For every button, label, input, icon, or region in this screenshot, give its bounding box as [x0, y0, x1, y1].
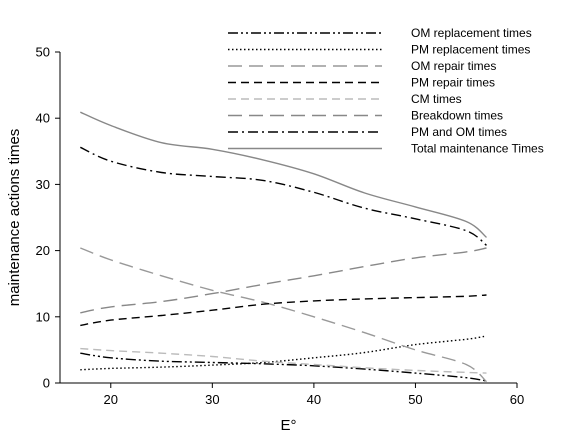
x-tick-label: 20	[104, 392, 118, 407]
legend: OM replacement times PM replacement times…	[228, 26, 544, 156]
x-ticks: 20 30 40 50 60	[104, 383, 524, 407]
y-tick-label: 40	[36, 111, 50, 126]
series-line-2	[80, 335, 487, 371]
series-line-7	[80, 146, 487, 246]
legend-label-5: CM times	[411, 92, 462, 106]
legend-label-7: PM and OM times	[411, 125, 507, 139]
series-line-5	[80, 347, 487, 374]
y-axis-title: maintenance actions times	[6, 129, 23, 307]
x-tick-label: 60	[510, 392, 524, 407]
series-line-6	[80, 247, 487, 314]
x-tick-label: 50	[408, 392, 422, 407]
y-tick-label: 0	[43, 376, 50, 391]
y-tick-label: 50	[36, 45, 50, 60]
legend-label-2: PM replacement times	[411, 43, 530, 57]
x-tick-label: 30	[205, 392, 219, 407]
series-line-1	[80, 352, 487, 382]
series-line-4	[80, 294, 487, 327]
legend-label-4: PM repair times	[411, 76, 495, 90]
y-tick-label: 10	[36, 309, 50, 324]
legend-label-8: Total maintenance Times	[411, 142, 544, 156]
x-axis-title: E°	[280, 417, 296, 434]
x-tick-label: 40	[307, 392, 321, 407]
series-lines	[80, 111, 487, 383]
legend-label-1: OM replacement times	[411, 26, 532, 40]
y-tick-label: 20	[36, 243, 50, 258]
y-ticks: 0 10 20 30 40 50	[36, 45, 60, 391]
legend-label-6: Breakdown times	[411, 109, 503, 123]
series-line-8	[80, 111, 487, 238]
y-tick-label: 30	[36, 177, 50, 192]
axes: 20 30 40 50 60 0 10 20 30 40 50	[36, 45, 525, 408]
series-line-3	[80, 247, 487, 383]
legend-label-3: OM repair times	[411, 59, 496, 73]
